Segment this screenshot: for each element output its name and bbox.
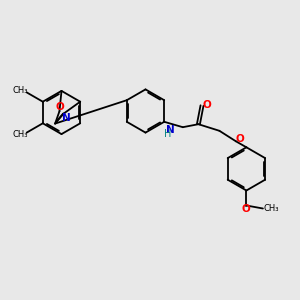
Text: O: O xyxy=(56,102,64,112)
Text: O: O xyxy=(203,100,212,110)
Text: N: N xyxy=(167,125,175,135)
Text: CH₃: CH₃ xyxy=(12,130,28,139)
Text: CH₃: CH₃ xyxy=(264,204,279,213)
Text: N: N xyxy=(62,113,70,123)
Text: O: O xyxy=(242,204,250,214)
Text: H: H xyxy=(164,129,171,139)
Text: CH₃: CH₃ xyxy=(12,86,28,95)
Text: O: O xyxy=(235,134,244,144)
